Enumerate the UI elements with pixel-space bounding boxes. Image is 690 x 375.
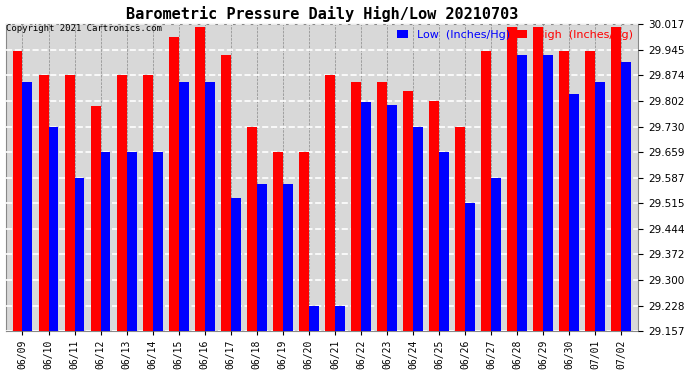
Bar	[351, 82, 361, 331]
Bar	[361, 102, 371, 331]
Bar	[481, 51, 491, 331]
Bar	[257, 184, 267, 331]
Bar	[439, 152, 449, 331]
Bar	[621, 62, 631, 331]
Bar	[205, 82, 215, 331]
Bar	[299, 152, 309, 331]
Bar	[611, 27, 621, 331]
Bar	[75, 178, 84, 331]
Bar	[533, 27, 543, 331]
Legend: Low  (Inches/Hg), High  (Inches/Hg): Low (Inches/Hg), High (Inches/Hg)	[393, 25, 637, 44]
Bar	[179, 82, 188, 331]
Bar	[507, 27, 518, 331]
Bar	[152, 152, 163, 331]
Bar	[90, 106, 101, 331]
Bar	[429, 101, 439, 331]
Bar	[455, 126, 465, 331]
Bar	[465, 203, 475, 331]
Bar	[273, 152, 283, 331]
Bar	[585, 51, 595, 331]
Bar	[169, 38, 179, 331]
Bar	[518, 55, 527, 331]
Bar	[65, 75, 75, 331]
Bar	[595, 82, 605, 331]
Bar	[12, 51, 23, 331]
Bar	[48, 126, 59, 331]
Bar	[491, 178, 501, 331]
Bar	[221, 55, 230, 331]
Title: Barometric Pressure Daily High/Low 20210703: Barometric Pressure Daily High/Low 20210…	[126, 6, 518, 21]
Bar	[195, 27, 205, 331]
Bar	[560, 51, 569, 331]
Bar	[377, 82, 387, 331]
Bar	[325, 75, 335, 331]
Bar	[117, 75, 127, 331]
Bar	[39, 75, 48, 331]
Bar	[387, 105, 397, 331]
Bar	[403, 91, 413, 331]
Bar	[143, 75, 152, 331]
Bar	[101, 152, 110, 331]
Bar	[569, 94, 579, 331]
Bar	[230, 198, 241, 331]
Bar	[283, 184, 293, 331]
Bar	[543, 55, 553, 331]
Bar	[413, 126, 423, 331]
Bar	[23, 82, 32, 331]
Bar	[127, 152, 137, 331]
Bar	[247, 126, 257, 331]
Bar	[309, 306, 319, 331]
Bar	[335, 306, 345, 331]
Text: Copyright 2021 Cartronics.com: Copyright 2021 Cartronics.com	[6, 24, 161, 33]
